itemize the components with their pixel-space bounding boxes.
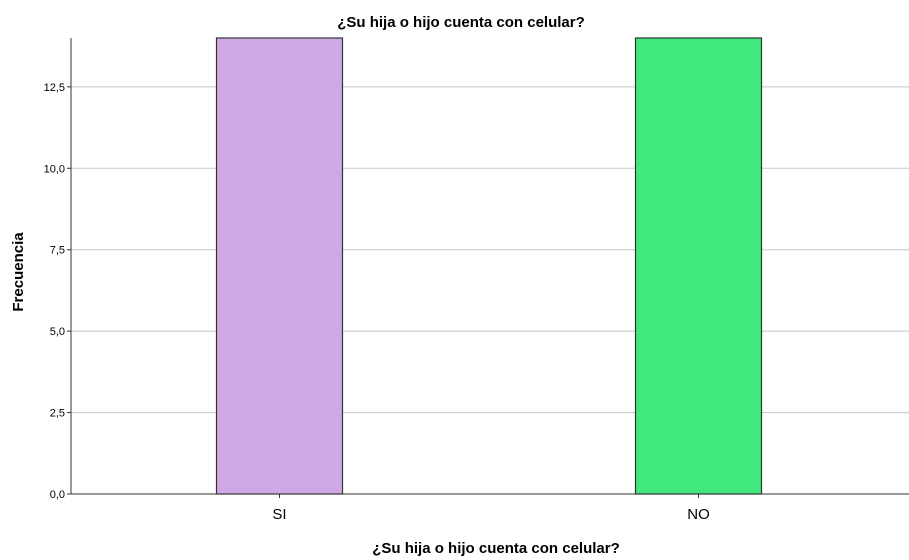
gridlines	[71, 86, 909, 414]
bar-si	[215, 37, 344, 495]
bar-no	[634, 37, 763, 495]
y-tick-label: 0,0	[50, 489, 65, 501]
chart-title: ¿Su hija o hijo cuenta con celular?	[337, 14, 585, 31]
bars	[215, 37, 763, 495]
x-tick-label: SI	[272, 506, 286, 523]
x-axis-title: ¿Su hija o hijo cuenta con celular?	[372, 540, 620, 557]
y-ticks: 0,0 2,5 5,0 7,5 10,0 12,5	[44, 82, 71, 501]
x-tick-label: NO	[687, 506, 710, 523]
y-tick-label: 12,5	[44, 82, 65, 94]
y-axis-title: Frecuencia	[10, 232, 27, 312]
y-tick-label: 2,5	[50, 408, 65, 420]
y-tick-label: 5,0	[50, 326, 65, 338]
y-tick-label: 7,5	[50, 245, 65, 257]
x-ticks: SI NO	[272, 494, 710, 523]
y-tick-label: 10,0	[44, 163, 65, 175]
